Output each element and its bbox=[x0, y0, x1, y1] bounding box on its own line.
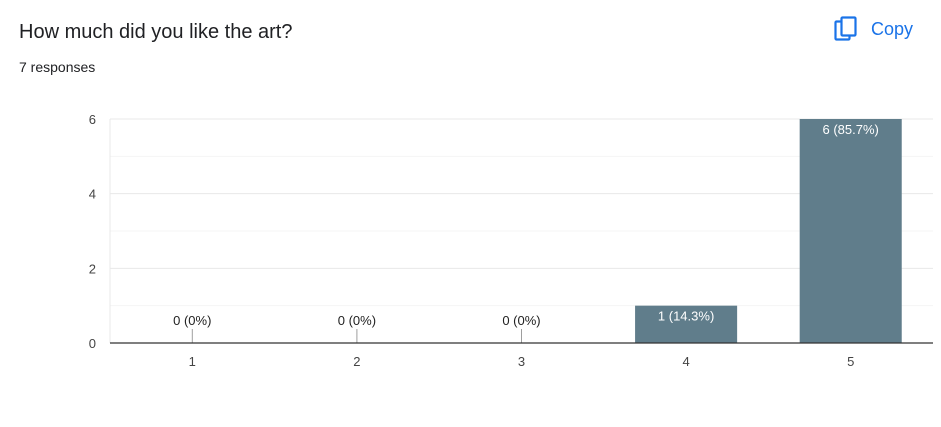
copy-button-label: Copy bbox=[871, 19, 914, 39]
bar-data-label: 6 (85.7%) bbox=[823, 122, 879, 137]
copy-icon bbox=[834, 16, 858, 42]
x-tick-label: 1 bbox=[189, 354, 196, 369]
question-title: How much did you like the art? bbox=[19, 21, 293, 43]
x-tick-label: 5 bbox=[847, 354, 854, 369]
bar-data-label: 1 (14.3%) bbox=[658, 309, 714, 324]
x-tick-label: 4 bbox=[682, 354, 689, 369]
y-tick-label: 4 bbox=[89, 187, 96, 202]
bar-data-label: 0 (0%) bbox=[502, 313, 540, 328]
response-count: 7 responses bbox=[19, 59, 96, 75]
x-tick-label: 2 bbox=[353, 354, 360, 369]
bar-data-label: 0 (0%) bbox=[173, 313, 211, 328]
bar bbox=[635, 305, 738, 343]
bar bbox=[799, 119, 902, 343]
y-tick-label: 2 bbox=[89, 261, 96, 276]
x-tick-label: 3 bbox=[518, 354, 525, 369]
y-tick-label: 0 bbox=[89, 336, 96, 351]
copy-button[interactable]: Copy bbox=[828, 12, 919, 46]
y-tick-label: 6 bbox=[89, 112, 96, 127]
bar-data-label: 0 (0%) bbox=[338, 313, 376, 328]
